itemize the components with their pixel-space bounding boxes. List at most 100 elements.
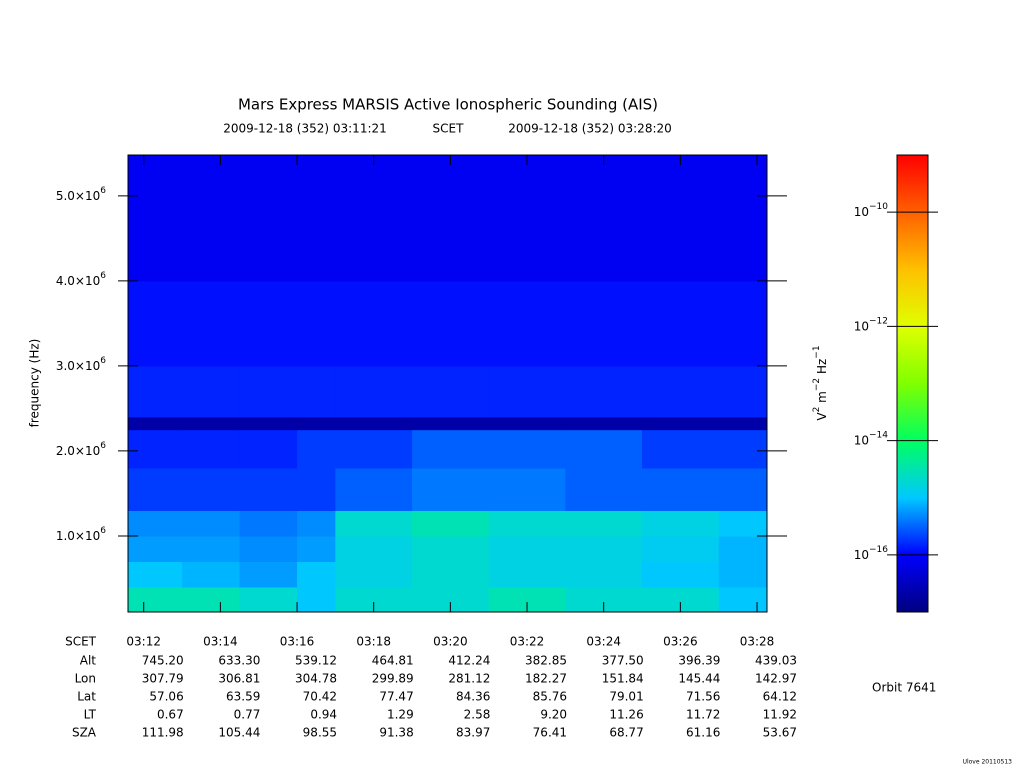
- heatmap-cell: [718, 561, 768, 588]
- table-cell: 61.16: [686, 726, 720, 740]
- heatmap-cell: [128, 416, 183, 431]
- heatmap-cell: [565, 280, 643, 367]
- heatmap-cell: [297, 365, 336, 418]
- table-cell: 745.20: [142, 654, 184, 668]
- colorbar-tick-label-base: 10: [854, 319, 869, 333]
- table-cell: 182.27: [525, 672, 567, 686]
- heatmap-cell: [412, 155, 490, 282]
- heatmap-cell: [565, 467, 643, 511]
- time-system: SCET: [433, 122, 465, 136]
- heatmap-cell: [642, 280, 720, 367]
- colorbar-tick-label-base: 10: [854, 205, 869, 219]
- colorbar-label-unit: V: [815, 412, 829, 421]
- heatmap-cell: [488, 535, 566, 562]
- end-time: 2009-12-18 (352) 03:28:20: [508, 122, 672, 136]
- table-cell: 63.59: [226, 690, 260, 704]
- x-tick-label: 03:26: [663, 635, 698, 649]
- table-cell: 299.89: [372, 672, 414, 686]
- heatmap-cell: [239, 416, 298, 431]
- heatmap-cell: [239, 510, 298, 537]
- x-tick-label: 03:12: [126, 635, 161, 649]
- x-tick-label: 03:24: [586, 635, 621, 649]
- heatmap-cell: [565, 535, 643, 562]
- x-tick-label: 03:16: [280, 635, 315, 649]
- y-tick-label-base: 5.0×10: [56, 188, 100, 202]
- table-cell: 633.30: [218, 654, 260, 668]
- table-cell: 0.77: [234, 708, 261, 722]
- colorbar-tick-label-exponent: −10: [869, 202, 888, 212]
- heatmap-cell: [297, 155, 336, 282]
- heatmap-cell: [297, 429, 336, 469]
- table-cell: 464.81: [372, 654, 414, 668]
- plot-frame: [127, 154, 768, 613]
- heatmap-cell: [488, 561, 566, 588]
- heatmap-cell: [642, 429, 720, 469]
- table-row-label: SCET: [65, 635, 97, 649]
- heatmap-cell: [412, 467, 490, 511]
- x-tick-label: 03:20: [433, 635, 468, 649]
- orbit-label: Orbit 7641: [872, 681, 936, 695]
- colorbar: [896, 154, 929, 613]
- table-row-label: Lon: [75, 672, 96, 686]
- y-axis-label: frequency (Hz): [28, 339, 42, 428]
- y-tick-label-base: 4.0×10: [56, 273, 100, 287]
- table-cell: 11.92: [763, 708, 797, 722]
- heatmap-cell: [182, 429, 241, 469]
- heatmap-cell: [642, 365, 720, 418]
- table-cell: 11.26: [609, 708, 643, 722]
- heatmap-cell: [182, 561, 241, 588]
- colorbar-label-unit: m: [815, 391, 829, 407]
- table-cell: 64.12: [763, 690, 797, 704]
- table-cell: 2.58: [464, 708, 491, 722]
- heatmap-cell: [718, 416, 768, 431]
- table-cell: 53.67: [763, 726, 797, 740]
- heatmap-cell: [297, 586, 336, 613]
- colorbar-tick-label-exponent: −14: [869, 430, 888, 440]
- heatmap-cell: [239, 586, 298, 613]
- x-tick-label: 03:18: [356, 635, 391, 649]
- heatmap-cell: [239, 429, 298, 469]
- heatmap-cell: [182, 535, 241, 562]
- heatmap-cell: [412, 365, 490, 418]
- table-row-label: LT: [84, 708, 97, 722]
- heatmap-cell: [488, 416, 566, 431]
- table-cell: 85.76: [533, 690, 567, 704]
- heatmap-cell: [128, 467, 183, 511]
- heatmap-cell: [128, 510, 183, 537]
- heatmap-cell: [335, 280, 413, 367]
- footer: Ulove 20110513: [963, 759, 1013, 766]
- colorbar-tick-label-exponent: −16: [869, 544, 888, 554]
- heatmap-cell: [297, 416, 336, 431]
- heatmap-cell: [488, 467, 566, 511]
- y-tick-label: 1.0×106: [56, 525, 106, 542]
- heatmap-cell: [297, 280, 336, 367]
- y-tick-label-exponent: 6: [100, 440, 106, 450]
- table-cell: 57.06: [149, 690, 183, 704]
- heatmap-cell: [239, 365, 298, 418]
- colorbar-tick-label: 10−10: [854, 202, 889, 219]
- colorbar-tick-label: 10−12: [854, 316, 888, 333]
- heatmap-cell: [182, 280, 241, 367]
- heatmap-cell: [412, 416, 490, 431]
- heatmap-cell: [335, 561, 413, 588]
- table-row-label: SZA: [72, 726, 97, 740]
- table-cell: 91.38: [379, 726, 413, 740]
- heatmap-cell: [718, 365, 768, 418]
- table-cell: 105.44: [218, 726, 260, 740]
- heatmap-cell: [412, 535, 490, 562]
- heatmap-cell: [335, 467, 413, 511]
- table-cell: 304.78: [295, 672, 337, 686]
- colorbar-tick-label-base: 10: [854, 433, 869, 447]
- table-cell: 382.85: [525, 654, 567, 668]
- table-cell: 77.47: [379, 690, 413, 704]
- x-tick-label: 03:28: [740, 635, 775, 649]
- colorbar-tick-label: 10−16: [854, 544, 889, 561]
- heatmap-cell: [297, 467, 336, 511]
- table-cell: 412.24: [448, 654, 490, 668]
- heatmap-cell: [412, 510, 490, 537]
- heatmap-cell: [718, 429, 768, 469]
- heatmap-cell: [128, 155, 183, 282]
- heatmap-cell: [718, 510, 768, 537]
- table-cell: 377.50: [602, 654, 644, 668]
